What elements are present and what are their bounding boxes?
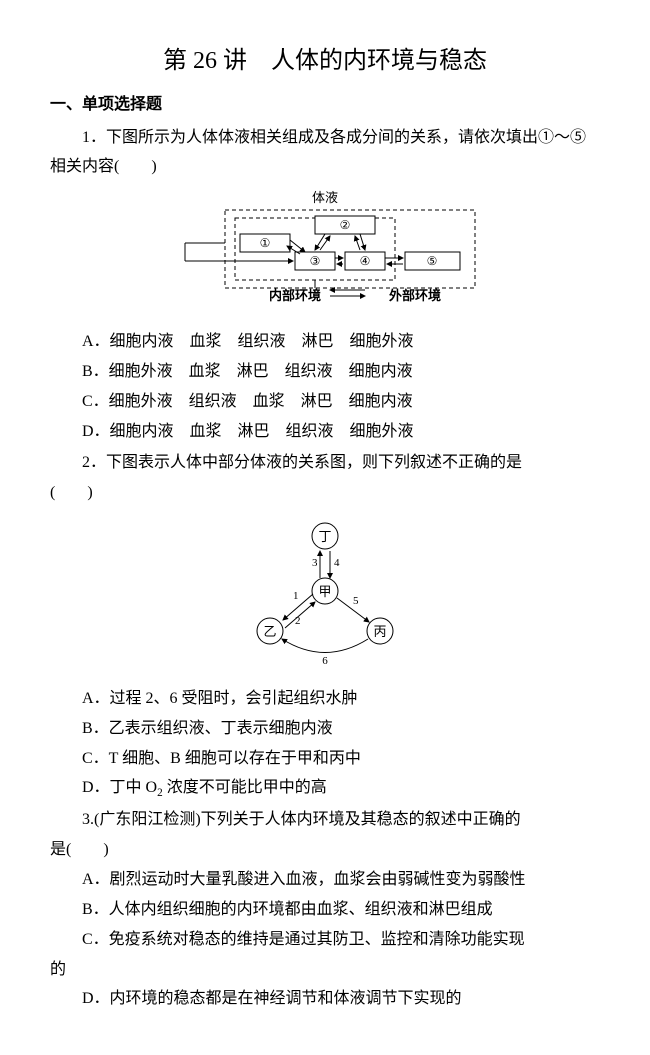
q3-option-b: B．人体内组织细胞的内环境都由血浆、组织液和淋巴组成 bbox=[50, 896, 600, 925]
q2-option-b: B．乙表示组织液、丁表示细胞内液 bbox=[50, 715, 600, 744]
q1-option-c: C．细胞外液 组织液 血浆 淋巴 细胞内液 bbox=[50, 388, 600, 417]
q2-option-d: D．丁中 O2 浓度不可能比甲中的高 bbox=[50, 774, 600, 803]
q3-option-c-a: C．免疫系统对稳态的维持是通过其防卫、监控和清除功能实现 bbox=[50, 926, 600, 955]
q3-option-a: A．剧烈运动时大量乳酸进入血液，血浆会由弱碱性变为弱酸性 bbox=[50, 866, 600, 895]
q3-option-d: D．内环境的稳态都是在神经调节和体液调节下实现的 bbox=[50, 985, 600, 1014]
svg-text:丙: 丙 bbox=[373, 624, 386, 639]
q1-option-b: B．细胞外液 血浆 淋巴 组织液 细胞内液 bbox=[50, 358, 600, 387]
svg-text:6: 6 bbox=[322, 655, 328, 666]
svg-text:甲: 甲 bbox=[318, 584, 331, 599]
q3-option-c-b: 的 bbox=[50, 956, 600, 985]
svg-text:外部环境: 外部环境 bbox=[388, 288, 441, 303]
q1-option-a: A．细胞内液 血浆 组织液 淋巴 细胞外液 bbox=[50, 328, 600, 357]
svg-text:①: ① bbox=[260, 236, 271, 250]
svg-text:⑤: ⑤ bbox=[427, 254, 438, 268]
svg-text:2: 2 bbox=[295, 615, 301, 627]
svg-text:1: 1 bbox=[293, 590, 299, 602]
svg-text:内部环境: 内部环境 bbox=[269, 288, 321, 303]
q3-stem-b: 是( ) bbox=[50, 836, 600, 865]
q1-stem: 1．下图所示为人体体液相关组成及各成分间的关系，请依次填出①～⑤相关内容( ) bbox=[50, 124, 600, 182]
q1-diagram: 体液 ① ② ③ ④ ⑤ bbox=[50, 190, 600, 321]
q2-stem-b: ( ) bbox=[50, 479, 600, 508]
q2-diagram: 丁 甲 乙 丙 3 4 1 2 5 6 bbox=[50, 516, 600, 677]
svg-text:5: 5 bbox=[353, 595, 359, 607]
q1-option-d: D．细胞内液 血浆 淋巴 组织液 细胞外液 bbox=[50, 418, 600, 447]
q2-option-c: C．T 细胞、B 细胞可以存在于甲和丙中 bbox=[50, 745, 600, 774]
svg-text:3: 3 bbox=[312, 557, 318, 569]
svg-text:②: ② bbox=[340, 218, 351, 232]
svg-text:③: ③ bbox=[310, 254, 321, 268]
q3-stem-a: 3.(广东阳江检测)下列关于人体内环境及其稳态的叙述中正确的 bbox=[50, 806, 600, 835]
svg-text:丁: 丁 bbox=[318, 529, 331, 544]
section-header: 一、单项选择题 bbox=[50, 91, 600, 120]
svg-text:④: ④ bbox=[360, 254, 371, 268]
q2-stem-a: 2．下图表示人体中部分体液的关系图，则下列叙述不正确的是 bbox=[50, 449, 600, 478]
q2-option-a: A．过程 2、6 受阻时，会引起组织水肿 bbox=[50, 685, 600, 714]
svg-text:4: 4 bbox=[334, 557, 340, 569]
q1-top-label: 体液 bbox=[312, 190, 338, 205]
svg-text:乙: 乙 bbox=[263, 624, 276, 639]
page-title: 第 26 讲 人体的内环境与稳态 bbox=[50, 40, 600, 83]
